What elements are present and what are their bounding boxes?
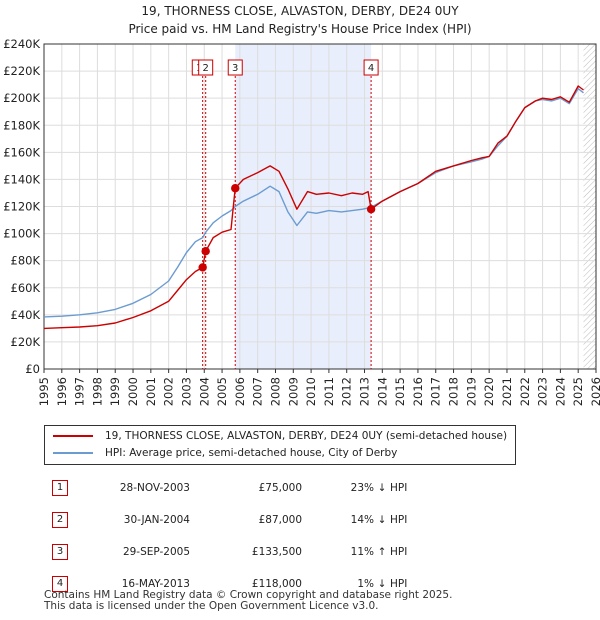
y-tick-label: £100K [3, 227, 40, 241]
price-chart: £0 £20K £40K £60K £80K £100K £120K £140K £160K £1… [3, 37, 600, 406]
x-tick-label: 2024 [553, 377, 567, 406]
event-label: 4 [368, 63, 374, 74]
transactions-table: 1 28-NOV-2003 £75,000 23% ↓ HPI 2 30-JAN… [42, 472, 420, 600]
transaction-pct: 1% [357, 578, 374, 590]
x-tick-label: 2011 [322, 377, 336, 406]
x-tick-label: 2020 [482, 377, 496, 406]
sale-marker-2 [201, 246, 210, 256]
x-tick-label: 2017 [429, 377, 443, 406]
y-tick-label: £240K [3, 37, 40, 51]
sale-marker-3 [231, 184, 240, 193]
event-label-box [227, 59, 243, 76]
event-label-box [363, 59, 379, 76]
transaction-arrow: ↓ [377, 578, 387, 590]
x-tick-label: 2018 [447, 377, 461, 406]
y-tick-label: £120K [3, 200, 40, 214]
sale-marker-4 [366, 205, 376, 214]
x-tick-label: 2021 [500, 377, 514, 406]
transaction-ref: HPI [390, 514, 408, 526]
transaction-ref: HPI [390, 578, 408, 590]
y-tick-label: £80K [11, 254, 41, 268]
x-tick-label: 2023 [536, 377, 550, 406]
chart-title: 19, THORNESS CLOSE, ALVASTON, DERBY, DE2… [141, 4, 459, 18]
x-tick-label: 2016 [411, 377, 425, 406]
chart-subtitle: Price paid vs. HM Land Registry's House … [128, 22, 472, 36]
y-tick-label: £140K [3, 172, 40, 186]
y-tick-label: £0 [25, 362, 40, 376]
legend-label-property: 19, THORNESS CLOSE, ALVASTON, DERBY, DE2… [105, 430, 508, 442]
x-tick-label: 2026 [589, 377, 600, 406]
transaction-pct: 14% [350, 514, 374, 526]
plot-frame [43, 43, 597, 370]
transaction-ref: HPI [390, 546, 408, 558]
transaction-number: 3 [52, 544, 68, 560]
transaction-number: 2 [52, 512, 68, 528]
footer-copyright: Contains HM Land Registry data © Crown c… [44, 589, 453, 601]
property-price-line [43, 85, 584, 330]
transaction-date: 30-JAN-2004 [123, 514, 190, 526]
x-tick-label: 1997 [73, 377, 87, 406]
transaction-price: £118,000 [251, 578, 302, 590]
x-tick-label: 2004 [197, 377, 211, 406]
x-tick-label: 2001 [144, 377, 158, 406]
x-tick-label: 1998 [90, 377, 104, 406]
x-tick-label: 2014 [375, 377, 389, 406]
x-tick-label: 2010 [304, 377, 318, 406]
table-row: 2 30-JAN-2004 £87,000 14% ↓ HPI [42, 504, 420, 536]
x-tick-label: 2013 [358, 377, 372, 406]
transaction-arrow: ↑ [377, 546, 387, 558]
x-tick-label: 2007 [251, 377, 265, 406]
event-label: 2 [202, 63, 208, 74]
x-tick-label: 1995 [37, 377, 51, 406]
x-tick-label: 2022 [518, 377, 532, 406]
y-tick-label: £60K [11, 281, 41, 295]
y-tick-label: £40K [11, 308, 41, 322]
transaction-date: 16-MAY-2013 [121, 578, 190, 590]
table-row: 1 28-NOV-2003 £75,000 23% ↓ HPI [42, 472, 420, 504]
x-tick-label: 2002 [162, 377, 176, 406]
legend-swatch-hpi [53, 452, 93, 454]
x-tick-label: 2003 [179, 377, 193, 406]
transaction-pct: 23% [350, 482, 374, 494]
legend-swatch-property [53, 435, 93, 437]
event-label: 3 [232, 63, 238, 74]
transaction-arrow: ↓ [377, 514, 387, 526]
x-tick-label: 2009 [286, 377, 300, 406]
x-tick-label: 1999 [108, 377, 122, 406]
transaction-arrow: ↓ [377, 482, 387, 494]
y-tick-label: £20K [11, 335, 41, 349]
transaction-number: 4 [52, 576, 68, 592]
transaction-number: 1 [52, 480, 68, 496]
x-tick-label: 1996 [55, 377, 69, 406]
chart-legend: 19, THORNESS CLOSE, ALVASTON, DERBY, DE2… [44, 425, 516, 465]
event-label-box [198, 59, 214, 76]
legend-item-property: 19, THORNESS CLOSE, ALVASTON, DERBY, DE2… [53, 428, 507, 444]
footer: Contains HM Land Registry data © Crown c… [44, 590, 452, 612]
y-tick-label: £220K [3, 64, 40, 78]
transaction-price: £75,000 [258, 482, 302, 494]
y-tick-label: £200K [3, 91, 40, 105]
x-tick-label: 2006 [233, 377, 247, 406]
x-tick-label: 2015 [393, 377, 407, 406]
transaction-price: £133,500 [251, 546, 302, 558]
y-tick-label: £180K [3, 118, 40, 132]
x-tick-label: 2025 [571, 377, 585, 406]
x-tick-label: 2012 [340, 377, 354, 406]
transaction-date: 29-SEP-2005 [122, 546, 190, 558]
transaction-ref: HPI [390, 482, 408, 494]
legend-item-hpi: HPI: Average price, semi-detached house,… [53, 445, 397, 461]
x-tick-label: 2005 [215, 377, 229, 406]
footer-licence: This data is licensed under the Open Gov… [44, 600, 379, 612]
x-tick-label: 2000 [126, 377, 140, 406]
transaction-date: 28-NOV-2003 [119, 482, 190, 494]
x-tick-label: 2008 [268, 377, 282, 406]
transaction-price: £87,000 [258, 514, 302, 526]
table-row: 4 16-MAY-2013 £118,000 1% ↓ HPI [42, 568, 420, 600]
legend-label-hpi: HPI: Average price, semi-detached house,… [105, 447, 398, 459]
transaction-pct: 11% [350, 546, 374, 558]
sale-marker-1 [198, 263, 207, 272]
table-row: 3 29-SEP-2005 £133,500 11% ↑ HPI [42, 536, 420, 568]
y-tick-label: £160K [3, 145, 40, 159]
x-tick-label: 2019 [464, 377, 478, 406]
